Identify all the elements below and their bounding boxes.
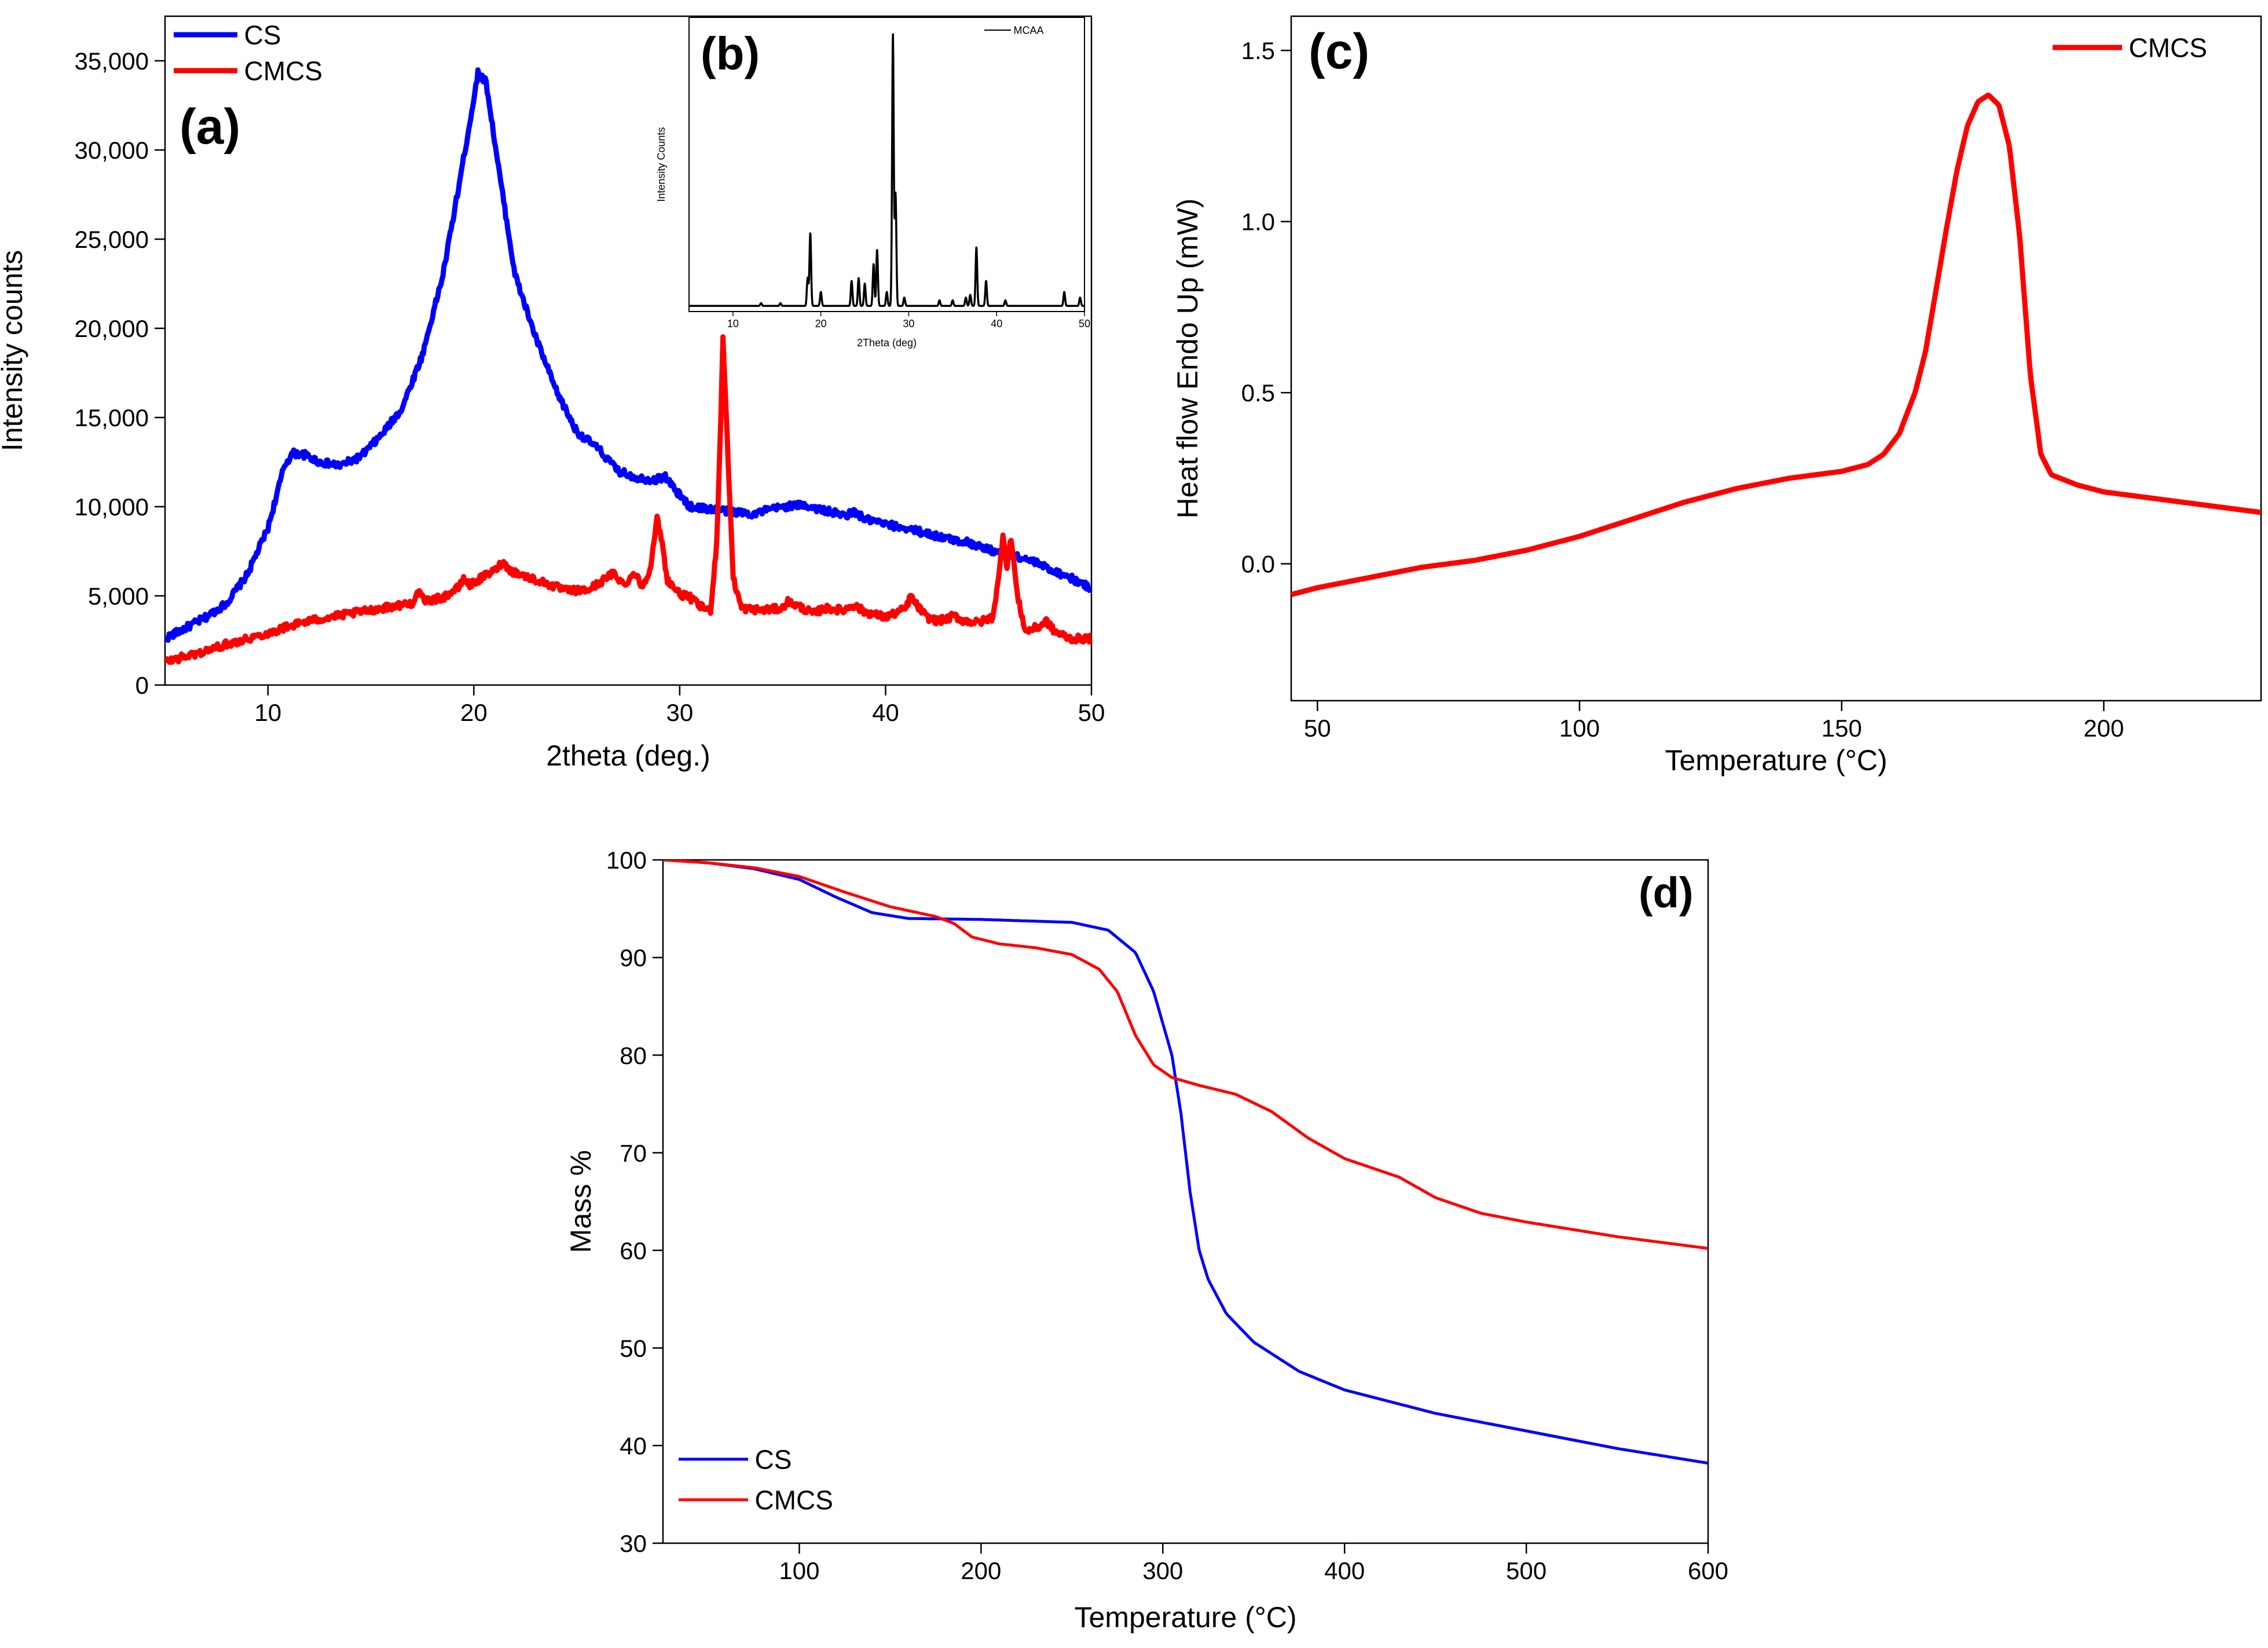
x-tick-label: 300 [1142, 1557, 1183, 1584]
x-axis-label: 2theta (deg.) [546, 739, 710, 772]
series-line-cs [663, 860, 1708, 1465]
y-tick-label: 0.0 [1241, 551, 1275, 578]
x-tick-label: 40 [872, 699, 899, 726]
y-tick-label: 1.0 [1241, 208, 1275, 236]
y-tick-label: 40 [620, 1433, 647, 1460]
x-tick-label: 50 [1079, 318, 1090, 329]
series-line-mcaa [689, 33, 1084, 307]
x-tick-label: 200 [2083, 715, 2124, 742]
y-tick-label: 25,000 [75, 226, 149, 253]
y-tick-label: 5,000 [88, 583, 149, 610]
x-tick-label: 200 [961, 1557, 1001, 1584]
y-tick-label: 35,000 [75, 47, 149, 75]
y-tick-label: 1.5 [1241, 37, 1275, 64]
x-tick-label: 50 [1078, 699, 1105, 726]
series-line-cs [165, 67, 1091, 643]
x-tick-label: 10 [254, 699, 281, 726]
y-axis-label: Heat flow Endo Up (mW) [1171, 199, 1204, 519]
legend-label-cs: CS [755, 1445, 792, 1475]
y-tick-label: 0 [135, 672, 149, 699]
x-tick-label: 30 [666, 699, 694, 726]
chart-a: 10 20 30 40 50 0 5,000 10,000 15,000 20,000 25,000… [0, 15, 1105, 772]
x-tick-label: 500 [1506, 1557, 1547, 1584]
y-axis-label: Intensity Counts [655, 127, 667, 202]
x-tick-label: 150 [1822, 715, 1862, 742]
x-tick-label: 20 [460, 699, 488, 726]
series-line-cmcs [1291, 92, 2261, 598]
plot-frame [688, 17, 1085, 312]
x-tick-label: 50 [1304, 715, 1331, 742]
x-tick-label: 30 [903, 318, 914, 329]
plot-frame [662, 859, 1709, 1544]
panel-label: (d) [1639, 869, 1694, 917]
x-tick-label: 600 [1688, 1557, 1728, 1584]
chart-c: 50 100 150 200 0.0 0.5 1.0 1.5 Temperature (°C) H… [1171, 15, 2262, 777]
y-tick-label: 30,000 [75, 137, 149, 164]
x-axis-label: 2Theta (deg) [857, 337, 917, 349]
x-axis-label: Temperature (°C) [1665, 744, 1888, 777]
chart-d: 100 200 300 400 500 600 30 40 50 60 70 80 90 100 Tempe… [565, 847, 1728, 1634]
plot-frame [1290, 15, 2262, 702]
panel-label: (b) [701, 28, 760, 79]
x-tick-label: 100 [1559, 715, 1600, 742]
x-tick-label: 100 [779, 1557, 819, 1584]
series-line-cmcs [165, 334, 1091, 665]
y-tick-label: 90 [620, 944, 647, 972]
legend-label-mcaa: MCAA [1014, 24, 1044, 36]
legend-label-cs: CS [244, 20, 281, 50]
panel-label: (c) [1309, 24, 1369, 79]
y-tick-label: 100 [606, 847, 647, 874]
x-tick-label: 10 [727, 318, 739, 329]
legend-label-cmcs: CMCS [755, 1485, 833, 1515]
x-tick-label: 400 [1324, 1557, 1365, 1584]
plot-frame [164, 15, 1093, 686]
y-tick-label: 80 [620, 1042, 647, 1069]
y-tick-label: 70 [620, 1140, 647, 1167]
x-tick-label: 40 [991, 318, 1002, 329]
chart-b: 10 20 30 40 50 2Theta (deg) Intensity Counts (b… [655, 17, 1090, 349]
y-tick-label: 20,000 [75, 315, 149, 342]
y-tick-label: 15,000 [75, 404, 149, 431]
y-tick-label: 30 [620, 1530, 647, 1557]
y-tick-label: 60 [620, 1237, 647, 1264]
series-line-cmcs [663, 860, 1708, 1250]
y-axis-label: Mass % [565, 1150, 597, 1253]
x-axis-label: Temperature (°C) [1075, 1601, 1297, 1634]
y-tick-label: 10,000 [75, 493, 149, 521]
x-tick-label: 20 [815, 318, 827, 329]
panel-label: (a) [179, 99, 240, 155]
y-axis-label: Intensity counts [0, 250, 28, 451]
legend-label-cmcs: CMCS [2129, 33, 2207, 63]
legend-label-cmcs: CMCS [244, 56, 323, 86]
y-tick-label: 50 [620, 1335, 647, 1362]
y-tick-label: 0.5 [1241, 379, 1275, 406]
